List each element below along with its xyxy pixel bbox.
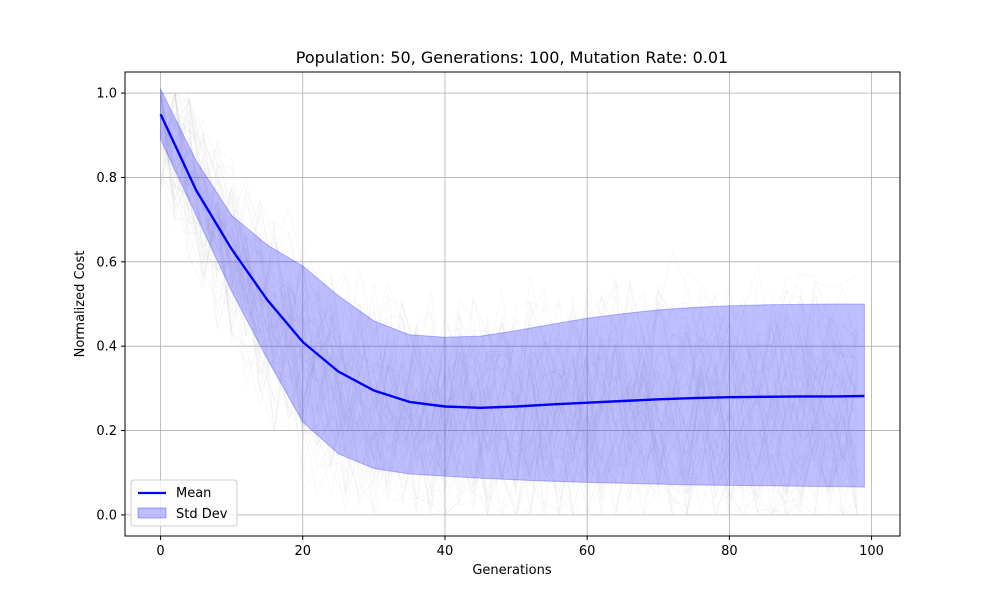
background-run-line — [160, 92, 858, 441]
x-ticks: 0 20 40 60 80 100 — [156, 536, 884, 559]
background-run-line — [160, 145, 858, 510]
background-run-line — [160, 93, 858, 500]
background-run-line — [160, 93, 858, 444]
x-tick-label: 80 — [721, 544, 738, 559]
background-run-line — [160, 112, 858, 415]
y-tick-label: 0.2 — [96, 424, 117, 439]
background-run-line — [160, 159, 858, 496]
background-run-line — [160, 93, 858, 516]
x-tick-label: 20 — [294, 544, 311, 559]
legend-std-dev-swatch — [137, 507, 167, 519]
background-run-line — [160, 99, 858, 517]
background-run-line — [160, 92, 858, 471]
background-run-line — [160, 92, 858, 432]
mean-line-layer — [159, 113, 865, 409]
background-run-line — [160, 92, 858, 474]
background-run-line — [160, 92, 858, 442]
background-runs — [160, 91, 858, 517]
background-run-line — [160, 91, 858, 442]
background-run-line — [160, 143, 858, 517]
background-run-line — [160, 92, 858, 441]
x-tick-label: 40 — [437, 544, 454, 559]
background-run-line — [160, 119, 858, 510]
background-run-line — [160, 130, 858, 517]
background-run-line — [160, 98, 858, 410]
background-run-line — [160, 122, 858, 457]
background-run-line — [160, 93, 858, 446]
background-run-line — [160, 93, 858, 493]
background-run-line — [160, 113, 858, 506]
background-run-line — [160, 92, 858, 453]
background-run-line — [160, 92, 858, 433]
background-run-line — [160, 161, 858, 506]
background-run-line — [160, 93, 858, 470]
y-tick-label: 0.6 — [96, 255, 117, 270]
std-dev-band — [160, 88, 865, 488]
background-run-line — [160, 100, 858, 428]
background-run-line — [160, 96, 858, 516]
background-run-line — [160, 92, 858, 516]
background-run-line — [160, 135, 858, 509]
plot-frame — [124, 71, 901, 537]
background-run-line — [160, 92, 858, 499]
background-run-line — [160, 119, 858, 427]
background-run-line — [160, 93, 858, 481]
y-tick-label: 0.8 — [96, 171, 117, 186]
background-run-line — [160, 93, 858, 442]
grid — [125, 72, 900, 536]
background-run-line — [160, 92, 858, 441]
background-run-line — [160, 92, 858, 474]
legend-box — [130, 479, 238, 527]
background-run-line — [160, 107, 858, 454]
background-run-line — [160, 93, 858, 490]
background-run-line — [160, 92, 858, 508]
background-run-line — [160, 119, 858, 452]
background-run-line — [160, 138, 858, 467]
legend: Mean Std Dev — [130, 479, 238, 527]
background-run-line — [160, 93, 858, 501]
background-run-line — [160, 120, 858, 515]
background-run-line — [160, 92, 858, 442]
mean-line — [159, 113, 865, 409]
legend-mean-label: Mean — [176, 486, 211, 501]
background-run-line — [160, 110, 858, 516]
x-tick-label: 0 — [156, 544, 164, 559]
background-run-line — [160, 112, 858, 451]
y-ticks: 0.0 0.2 0.4 0.6 0.8 1.0 — [96, 87, 125, 523]
y-tick-label: 1.0 — [96, 87, 117, 102]
std-dev-band-layer — [160, 88, 865, 488]
background-run-line — [160, 92, 858, 466]
x-axis-label: Generations — [472, 563, 552, 578]
background-run-line — [160, 97, 858, 498]
background-run-line — [160, 93, 858, 481]
background-run-line — [160, 93, 858, 517]
y-tick-label: 0.4 — [96, 340, 117, 355]
x-tick-label: 100 — [859, 544, 884, 559]
background-run-line — [160, 92, 858, 467]
background-run-line — [160, 137, 858, 517]
background-run-line — [160, 124, 858, 479]
chart-title: Population: 50, Generations: 100, Mutati… — [296, 48, 728, 67]
y-axis-label: Normalized Cost — [73, 251, 88, 358]
y-tick-label: 0.0 — [96, 508, 117, 523]
legend-std-dev-label: Std Dev — [176, 507, 228, 522]
x-tick-label: 60 — [579, 544, 596, 559]
background-run-line — [160, 121, 858, 487]
